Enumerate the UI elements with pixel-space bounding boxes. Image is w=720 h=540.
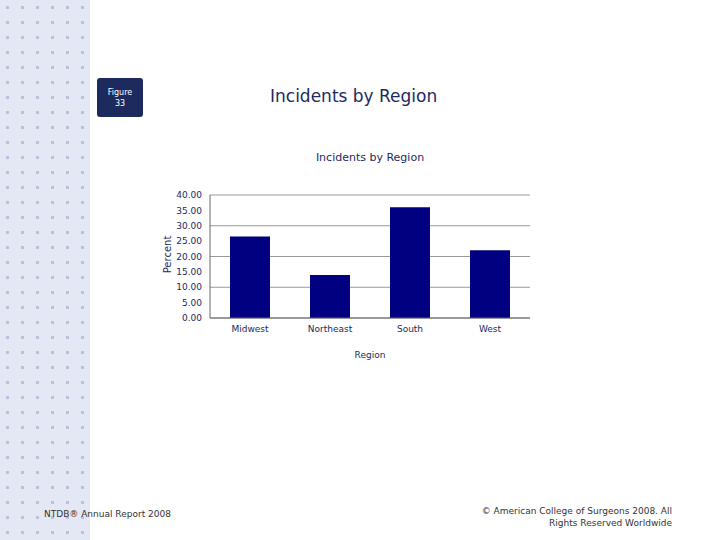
html-text:Incidents by Region: Incidents by Region — [270, 86, 438, 106]
svg-text:Midwest: Midwest — [231, 324, 269, 334]
svg-text:Northeast: Northeast — [308, 324, 353, 334]
html-text:Percent: Percent — [161, 235, 173, 274]
svg-text:0.00: 0.00 — [182, 313, 202, 323]
svg-text:20.00: 20.00 — [176, 252, 202, 262]
svg-text:West: West — [479, 324, 502, 334]
html-text:© American College of Surgeons: © American College of Surgeons 2008. All… — [481, 506, 672, 528]
svg-text:35.00: 35.00 — [176, 206, 202, 216]
html-text:Figure: Figure — [107, 87, 133, 97]
html-text:Incidents by Region: Incidents by Region — [315, 151, 425, 164]
html-text:NTDB® Annual Report 2008: NTDB® Annual Report 2008 — [44, 509, 171, 519]
svg-text:5.00: 5.00 — [182, 298, 202, 308]
svg-text:South: South — [397, 324, 423, 334]
svg-text:25.00: 25.00 — [176, 236, 202, 246]
html-text:33: 33 — [114, 98, 126, 108]
svg-text:30.00: 30.00 — [176, 221, 202, 231]
svg-text:10.00: 10.00 — [176, 282, 202, 292]
svg-text:40.00: 40.00 — [176, 190, 202, 200]
svg-text:15.00: 15.00 — [176, 267, 202, 277]
html-text:Region: Region — [354, 350, 386, 360]
